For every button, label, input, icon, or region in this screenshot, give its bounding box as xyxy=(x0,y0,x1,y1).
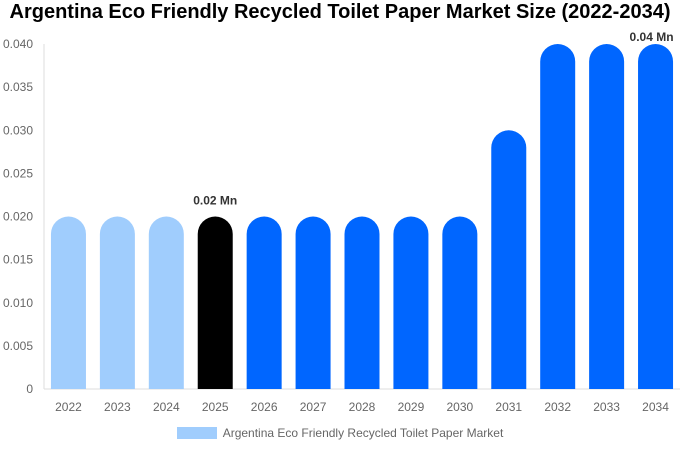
bar-2028 xyxy=(344,216,380,389)
y-tick-label: 0.010 xyxy=(3,296,33,310)
y-tick-label: 0.015 xyxy=(3,253,33,267)
bar-2031 xyxy=(491,130,527,389)
bar-2034 xyxy=(638,44,674,389)
data-label: 0.04 Mn xyxy=(630,30,674,44)
x-tick-label: 2024 xyxy=(153,400,180,414)
bar-2023 xyxy=(99,216,135,389)
y-tick-label: 0.035 xyxy=(3,80,33,94)
y-tick-label: 0.040 xyxy=(3,37,33,51)
x-tick-label: 2034 xyxy=(642,400,669,414)
x-tick-label: 2028 xyxy=(349,400,376,414)
bar-2024 xyxy=(148,216,184,389)
bar-2026 xyxy=(246,216,282,389)
data-label: 0.02 Mn xyxy=(193,194,237,208)
bar-2025 xyxy=(197,216,233,389)
x-tick-label: 2031 xyxy=(495,400,522,414)
x-tick-label: 2022 xyxy=(55,400,82,414)
x-tick-label: 2023 xyxy=(104,400,131,414)
x-tick-label: 2030 xyxy=(446,400,473,414)
x-tick-label: 2026 xyxy=(251,400,278,414)
bar-2022 xyxy=(50,216,86,389)
bar-2027 xyxy=(295,216,331,389)
x-tick-label: 2033 xyxy=(593,400,620,414)
bar-2029 xyxy=(393,216,429,389)
x-tick-label: 2032 xyxy=(544,400,571,414)
bar-2033 xyxy=(589,44,625,389)
x-tick-label: 2029 xyxy=(398,400,425,414)
x-tick-label: 2027 xyxy=(300,400,327,414)
legend[interactable]: Argentina Eco Friendly Recycled Toilet P… xyxy=(0,426,680,440)
chart-title: Argentina Eco Friendly Recycled Toilet P… xyxy=(9,1,671,23)
legend-swatch xyxy=(176,427,217,439)
legend-label: Argentina Eco Friendly Recycled Toilet P… xyxy=(222,426,504,440)
y-tick-label: 0.025 xyxy=(3,166,33,180)
y-tick-label: 0.020 xyxy=(3,210,33,224)
bar-2032 xyxy=(540,44,576,389)
y-tick-label: 0 xyxy=(26,382,33,396)
y-tick-label: 0.030 xyxy=(3,123,33,137)
bar-2030 xyxy=(442,216,478,389)
y-tick-label: 0.005 xyxy=(3,339,33,353)
x-tick-label: 2025 xyxy=(202,400,229,414)
